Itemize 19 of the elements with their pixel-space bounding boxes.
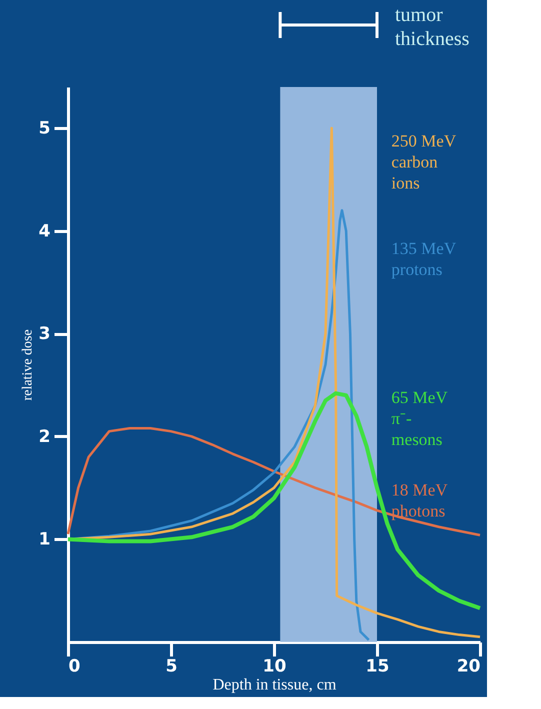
y-tick-label: 4 [38,221,51,242]
x-tick-label: 20 [456,656,481,676]
x-tick-label: 0 [68,656,80,676]
x-axis-title: Depth in tissue, cm [212,676,337,694]
x-tick-label: 5 [166,656,178,676]
band-label: tumor thickness [395,4,470,50]
y-axis-title: relative dose [20,329,36,401]
y-tick-label: 2 [38,426,50,447]
series-label: 18 MeV photons [391,480,448,521]
y-tick-label: 3 [38,324,50,344]
series-label: 65 MeV π⁻- mesons [391,388,448,450]
line-series [66,391,482,610]
y-tick-label: 5 [38,118,50,139]
x-tick-label: 10 [262,656,286,676]
x-tick-label: 15 [366,656,390,676]
y-tick-label: 1 [38,530,50,550]
text: 250 MeV carbon ions [391,131,457,192]
text: 135 MeV protons [391,239,457,280]
line-series [66,426,482,536]
